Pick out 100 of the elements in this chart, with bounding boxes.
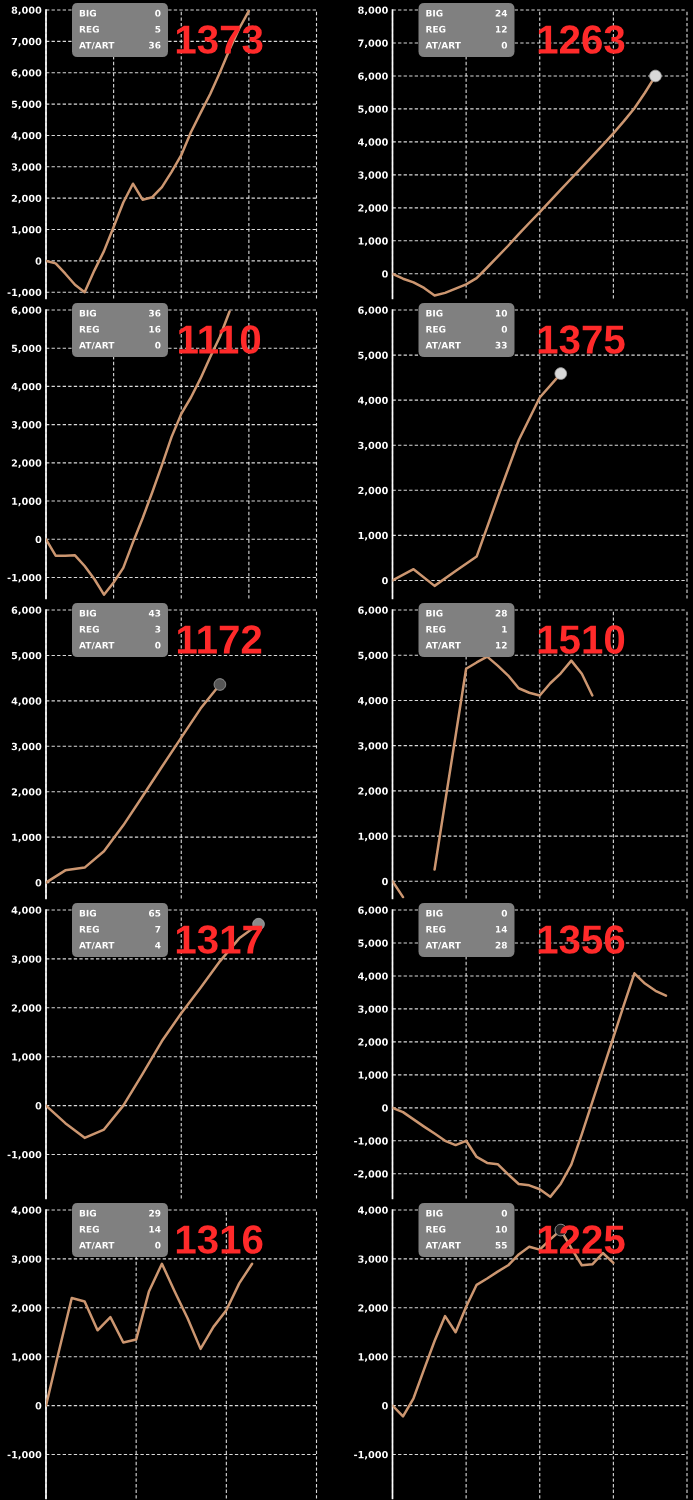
annotation: 0 <box>155 9 161 17</box>
annotation: 0 <box>155 1241 161 1249</box>
y-tick-label: 0 <box>35 1402 42 1410</box>
y-tick-label: 0 <box>382 1402 388 1410</box>
y-tick-label: 2,000 <box>358 204 388 213</box>
y-tick-label: 8,000 <box>358 6 388 16</box>
annotation: REG <box>79 1225 99 1233</box>
y-tick-label: 6,000 <box>11 306 42 316</box>
annotation: BIG <box>79 9 96 17</box>
y-tick-label: 4,000 <box>11 906 42 916</box>
y-tick-label: 4,000 <box>11 1206 42 1216</box>
y-tick-label: 4,000 <box>11 697 42 706</box>
y-tick-label: 6,000 <box>358 72 388 82</box>
annotation: REG <box>79 925 99 933</box>
y-tick-label: 6,000 <box>11 69 42 78</box>
y-tick-label: 1,000 <box>12 225 42 235</box>
y-tick-label: 2,000 <box>11 788 42 797</box>
annotation: BIG <box>79 1209 96 1217</box>
y-tick-label: 4,000 <box>358 696 388 706</box>
annotation: AT/ART <box>79 641 115 650</box>
annotation: 14 <box>495 925 508 933</box>
y-tick-label: -1,000 <box>354 1137 388 1146</box>
y-tick-label: 0 <box>35 1102 42 1110</box>
y-tick-label: 1,000 <box>358 237 388 246</box>
y-tick-label: 5,000 <box>358 939 388 949</box>
y-tick-label: 1,000 <box>12 497 42 507</box>
annotation: 0 <box>501 1209 508 1217</box>
y-tick-label: 0 <box>382 270 388 278</box>
chart-title: 1356 <box>538 925 625 954</box>
y-tick-label: 2,000 <box>11 1004 42 1013</box>
y-tick-label: 6,000 <box>11 606 42 616</box>
annotation: BIG <box>79 609 96 617</box>
annotation: REG <box>79 325 99 333</box>
chart-title: 1172 <box>177 625 262 654</box>
annotation: 65 <box>149 909 161 917</box>
y-tick-label: 0 <box>35 879 42 887</box>
annotation: 0 <box>501 909 508 917</box>
line-series <box>46 1262 254 1407</box>
y-tick-label: 5,000 <box>358 651 388 661</box>
annotation: AT/ART <box>425 1241 461 1250</box>
y-tick-label: 2,000 <box>11 1304 42 1313</box>
y-tick-label: 3,000 <box>11 1255 42 1264</box>
y-tick-label: -1,000 <box>7 1450 42 1460</box>
y-tick-label: 0 <box>35 257 42 265</box>
annotation: REG <box>79 25 99 33</box>
y-tick-label: 0 <box>382 877 388 886</box>
y-tick-label: 4,000 <box>11 382 42 392</box>
annotation: 0 <box>501 325 508 333</box>
y-tick-label: -2,000 <box>354 1170 388 1179</box>
y-tick-label: 7,000 <box>358 39 388 49</box>
annotation: AT/ART <box>79 341 115 350</box>
y-tick-label: 1,000 <box>12 1053 42 1062</box>
annotation: BIG <box>426 909 443 917</box>
annotation: AT/ART <box>79 941 115 950</box>
y-tick-label: 2,000 <box>11 459 42 468</box>
y-tick-label: -1,000 <box>7 573 42 583</box>
y-tick-label: 1,000 <box>358 531 388 541</box>
annotation: REG <box>426 925 446 933</box>
annotation: 14 <box>149 1225 161 1233</box>
y-tick-label: 7,000 <box>11 37 42 47</box>
y-tick-label: 5,000 <box>11 651 42 661</box>
annotation: 12 <box>495 641 507 649</box>
y-tick-label: 3,000 <box>358 1255 388 1264</box>
annotation: AT/ART <box>79 1241 115 1250</box>
annotation: AT/ART <box>425 941 461 950</box>
y-tick-label: 0 <box>35 535 42 544</box>
annotation: 24 <box>495 9 508 17</box>
annotation: BIG <box>426 609 443 617</box>
y-tick-label: 2,000 <box>358 1038 388 1047</box>
annotation: 0 <box>155 341 161 349</box>
chart-title: 1510 <box>538 625 625 654</box>
chart-title: 1263 <box>538 25 625 54</box>
annotation: 0 <box>155 641 161 649</box>
y-tick-label: 2,000 <box>358 787 388 796</box>
annotation: 36 <box>149 41 161 49</box>
annotation: REG <box>426 1225 446 1233</box>
y-tick-label: 0 <box>382 1104 388 1112</box>
annotation: BIG <box>79 309 96 317</box>
y-tick-label: -1,000 <box>7 288 42 298</box>
y-tick-label: 4,000 <box>358 138 388 147</box>
annotation: 10 <box>495 1225 508 1233</box>
y-tick-label: 3,000 <box>11 421 42 430</box>
y-tick-label: 3,000 <box>358 1005 388 1014</box>
y-tick-label: -1,000 <box>7 1150 42 1160</box>
annotation: 28 <box>495 609 507 617</box>
y-tick-label: 2,000 <box>358 486 388 496</box>
y-tick-label: 2,000 <box>358 1304 388 1313</box>
chart-title: 1316 <box>176 1225 263 1254</box>
y-tick-label: 3,000 <box>358 171 388 180</box>
y-tick-label: 4,000 <box>358 396 388 406</box>
annotation: REG <box>426 25 446 33</box>
annotation: AT/ART <box>425 41 461 50</box>
annotation: BIG <box>426 309 443 317</box>
annotation: REG <box>79 625 99 633</box>
annotation: 4 <box>155 941 161 949</box>
y-tick-label: 8,000 <box>11 6 42 16</box>
y-tick-label: 3,000 <box>11 163 42 172</box>
y-tick-label: 3,000 <box>358 742 388 751</box>
y-tick-label: 3,000 <box>11 742 42 752</box>
annotation: 33 <box>495 341 507 349</box>
